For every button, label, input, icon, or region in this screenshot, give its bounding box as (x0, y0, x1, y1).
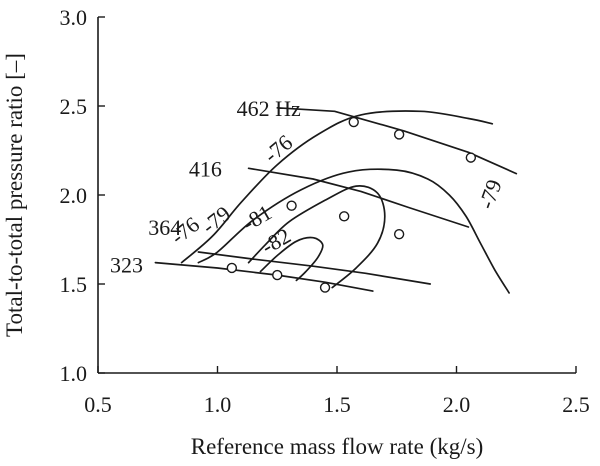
speed-line-label: 364 (148, 215, 181, 240)
x-axis-label: Reference mass flow rate (kg/s) (191, 434, 484, 459)
x-tick-label: 1.5 (323, 392, 351, 417)
operating-point-marker (465, 152, 477, 163)
y-axis-label: Total-to-total pressure ratio [–] (2, 53, 27, 337)
y-tick-label: 2.5 (60, 94, 88, 119)
speed-line-label: 323 (110, 252, 143, 277)
operating-point-marker (348, 116, 359, 128)
operating-point-marker (226, 262, 238, 274)
speed-line-label: 416 (189, 156, 222, 181)
speed-line-label: 462 Hz (237, 96, 301, 121)
y-tick-label: 2.0 (60, 183, 88, 208)
tick-marks (97, 16, 577, 374)
operating-point-marker (286, 200, 297, 211)
y-tick-label: 1.5 (60, 272, 88, 297)
operating-point-marker (393, 129, 405, 140)
x-tick-label: 2.0 (443, 392, 471, 417)
speed-line-series (276, 106, 518, 175)
efficiency-contour-label: -79 (473, 176, 507, 212)
efficiency-contour-series (180, 110, 494, 264)
efficiency-contour-label: -79 (197, 201, 236, 239)
efficiency-contour-label: -76 (259, 130, 298, 168)
x-tick-label: 2.5 (562, 392, 590, 417)
efficiency-contour-series (247, 185, 386, 289)
speed-line-series (247, 167, 470, 228)
efficiency-contour-series (197, 168, 510, 294)
efficiency-contour-series (259, 236, 324, 282)
operating-point-marker (319, 282, 331, 293)
operating-point-marker (393, 228, 405, 240)
axes (97, 17, 576, 374)
speed-line-series (197, 251, 432, 285)
tick-labels: 0.5 1.0 1.5 2.0 2.5 1.0 1.5 2.0 2.5 3.0 (60, 5, 590, 417)
x-tick-label: 1.0 (204, 392, 232, 417)
operating-point-marker (338, 211, 350, 222)
x-tick-label: 0.5 (84, 392, 112, 417)
y-tick-label: 1.0 (60, 361, 88, 386)
curves (154, 106, 518, 294)
operating-points (226, 116, 477, 293)
y-tick-label: 3.0 (60, 5, 88, 30)
operating-point-marker (272, 269, 283, 281)
